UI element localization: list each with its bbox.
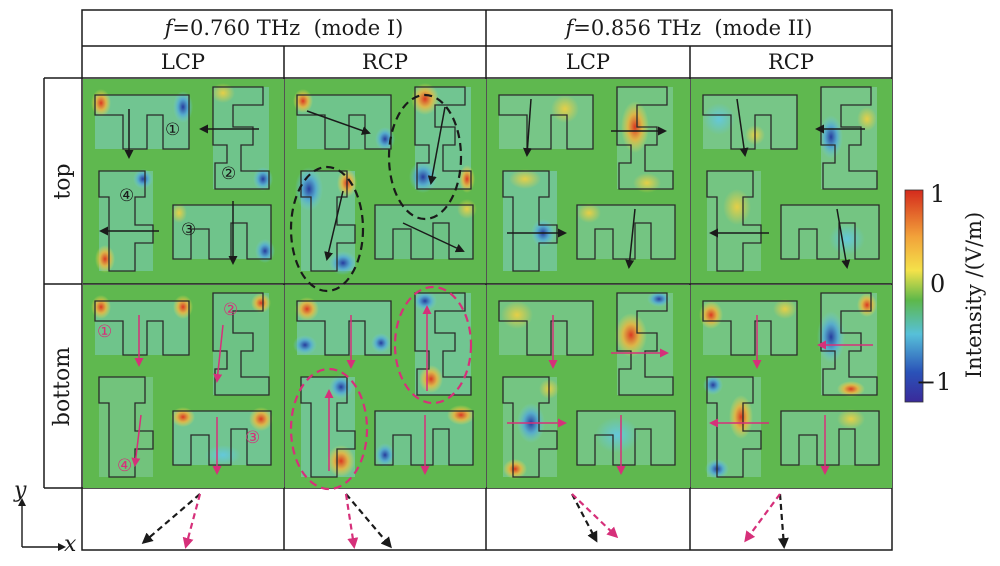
colorbar-tick-zero: 0 [930,270,946,298]
svg-text:③: ③ [245,428,260,448]
colorbar-tick-min: −1 [916,368,952,396]
column-header-lcp-2: LCP [565,50,611,74]
freq-value: =0.760 THz [172,16,301,40]
freq-value: =0.856 THz [573,16,702,40]
colorbar-tick-max: 1 [930,180,946,208]
svg-text:①: ① [165,120,180,140]
panel-bottom-rcp-mode2 [699,292,880,479]
panel-top-rcp-mode2 [702,86,880,272]
panel-bottom-lcp-mode2 [498,291,676,479]
freq-symbol: f [565,16,574,40]
summary-arrows [141,493,789,549]
column-header-rcp-2: RCP [767,50,814,74]
header-mode2: f =0.856 THz (mode II) [486,10,892,46]
svg-text:③: ③ [181,220,196,240]
freq-symbol: f [164,16,173,40]
svg-text:④: ④ [117,456,132,476]
svg-text:④: ④ [119,186,134,206]
colorbar [904,189,924,403]
colorbar-title: Intensity /(V/m) [962,211,986,379]
svg-text:②: ② [223,300,238,320]
column-header-rcp-1: RCP [361,50,408,74]
panel-top-lcp-mode2 [498,86,676,272]
panel-top-lcp-mode1: ① ② ④ ③ [91,83,275,273]
mode-label: (mode I) [313,16,404,40]
mode-label: (mode II) [714,16,813,40]
panel-top-rcp-mode1 [289,83,477,293]
svg-text:①: ① [97,322,112,342]
axis-label-y: y [14,478,27,503]
column-header-lcp-1: LCP [160,50,206,74]
header-mode1: f =0.760 THz (mode I) [82,10,486,46]
panel-bottom-rcp-mode1 [289,285,475,491]
svg-text:②: ② [221,164,236,184]
panel-bottom-lcp-mode1: ① ② ④ ③ [91,292,273,478]
coordinate-axes [18,498,66,551]
axis-label-x: x [64,532,77,557]
